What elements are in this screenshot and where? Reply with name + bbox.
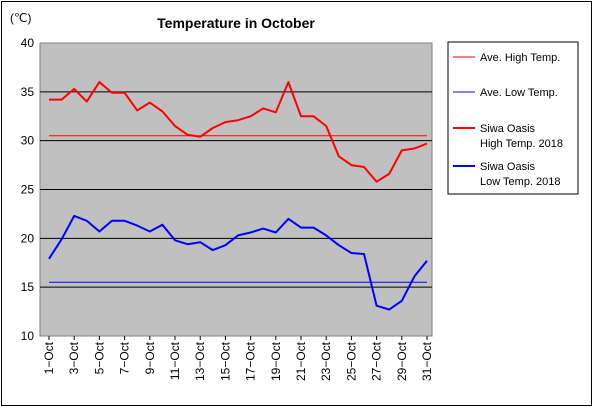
x-tick-label: 13−Oct <box>193 341 207 381</box>
x-tick-label: 11−Oct <box>168 341 182 380</box>
y-tick-label: 25 <box>21 183 35 197</box>
series-line-2 <box>49 81 428 183</box>
x-tick-label: 31−Oct <box>420 341 434 381</box>
y-tick-label: 35 <box>21 85 35 99</box>
x-tick-label: 29−Oct <box>395 341 409 381</box>
x-tick-label: 15−Oct <box>218 341 232 381</box>
x-tick-label: 7−Oct <box>118 341 132 374</box>
x-tick-label: 27−Oct <box>370 341 384 381</box>
y-axis-ticks: 10 15 20 25 30 35 40 <box>21 36 35 343</box>
legend-label: Ave. High Temp. <box>480 52 560 64</box>
gridlines <box>40 91 432 288</box>
x-tick-label: 25−Oct <box>344 341 358 381</box>
legend-label: Siwa Oasis <box>480 123 536 135</box>
x-tick-label: 19−Oct <box>269 341 283 381</box>
x-tick-label: 5−Oct <box>92 341 106 374</box>
legend-label: Ave. Low Temp. <box>480 87 558 99</box>
y-tick-label: 10 <box>21 329 35 343</box>
y-tick-label: 15 <box>21 280 35 294</box>
x-tick-label: 21−Oct <box>294 341 308 381</box>
legend: Ave. High Temp. Ave. Low Temp. Siwa Oasis H… <box>453 52 563 188</box>
chart-title: Temperature in October <box>157 15 315 31</box>
y-tick-label: 40 <box>21 36 35 50</box>
legend-label: Siwa Oasis <box>480 161 536 173</box>
legend-label: Low Temp. 2018 <box>480 176 561 188</box>
y-tick-label: 30 <box>21 134 35 148</box>
x-tick-label: 9−Oct <box>143 341 157 374</box>
series-line-3 <box>48 214 428 311</box>
y-tick-label: 20 <box>21 231 35 245</box>
legend-box <box>447 41 579 195</box>
series-lines <box>48 81 428 311</box>
x-axis-ticks: 1−Oct 3−Oct 5−Oct 7−Oct 9−Oct 11−Oct 13−Oct 15−… <box>42 336 434 381</box>
x-tick-label: 17−Oct <box>244 341 258 381</box>
legend-label: High Temp. 2018 <box>480 138 563 150</box>
x-tick-label: 23−Oct <box>319 341 333 381</box>
x-tick-label: 3−Oct <box>67 341 81 374</box>
y-axis-unit: (℃) <box>10 11 31 25</box>
x-tick-label: 1−Oct <box>42 341 56 374</box>
